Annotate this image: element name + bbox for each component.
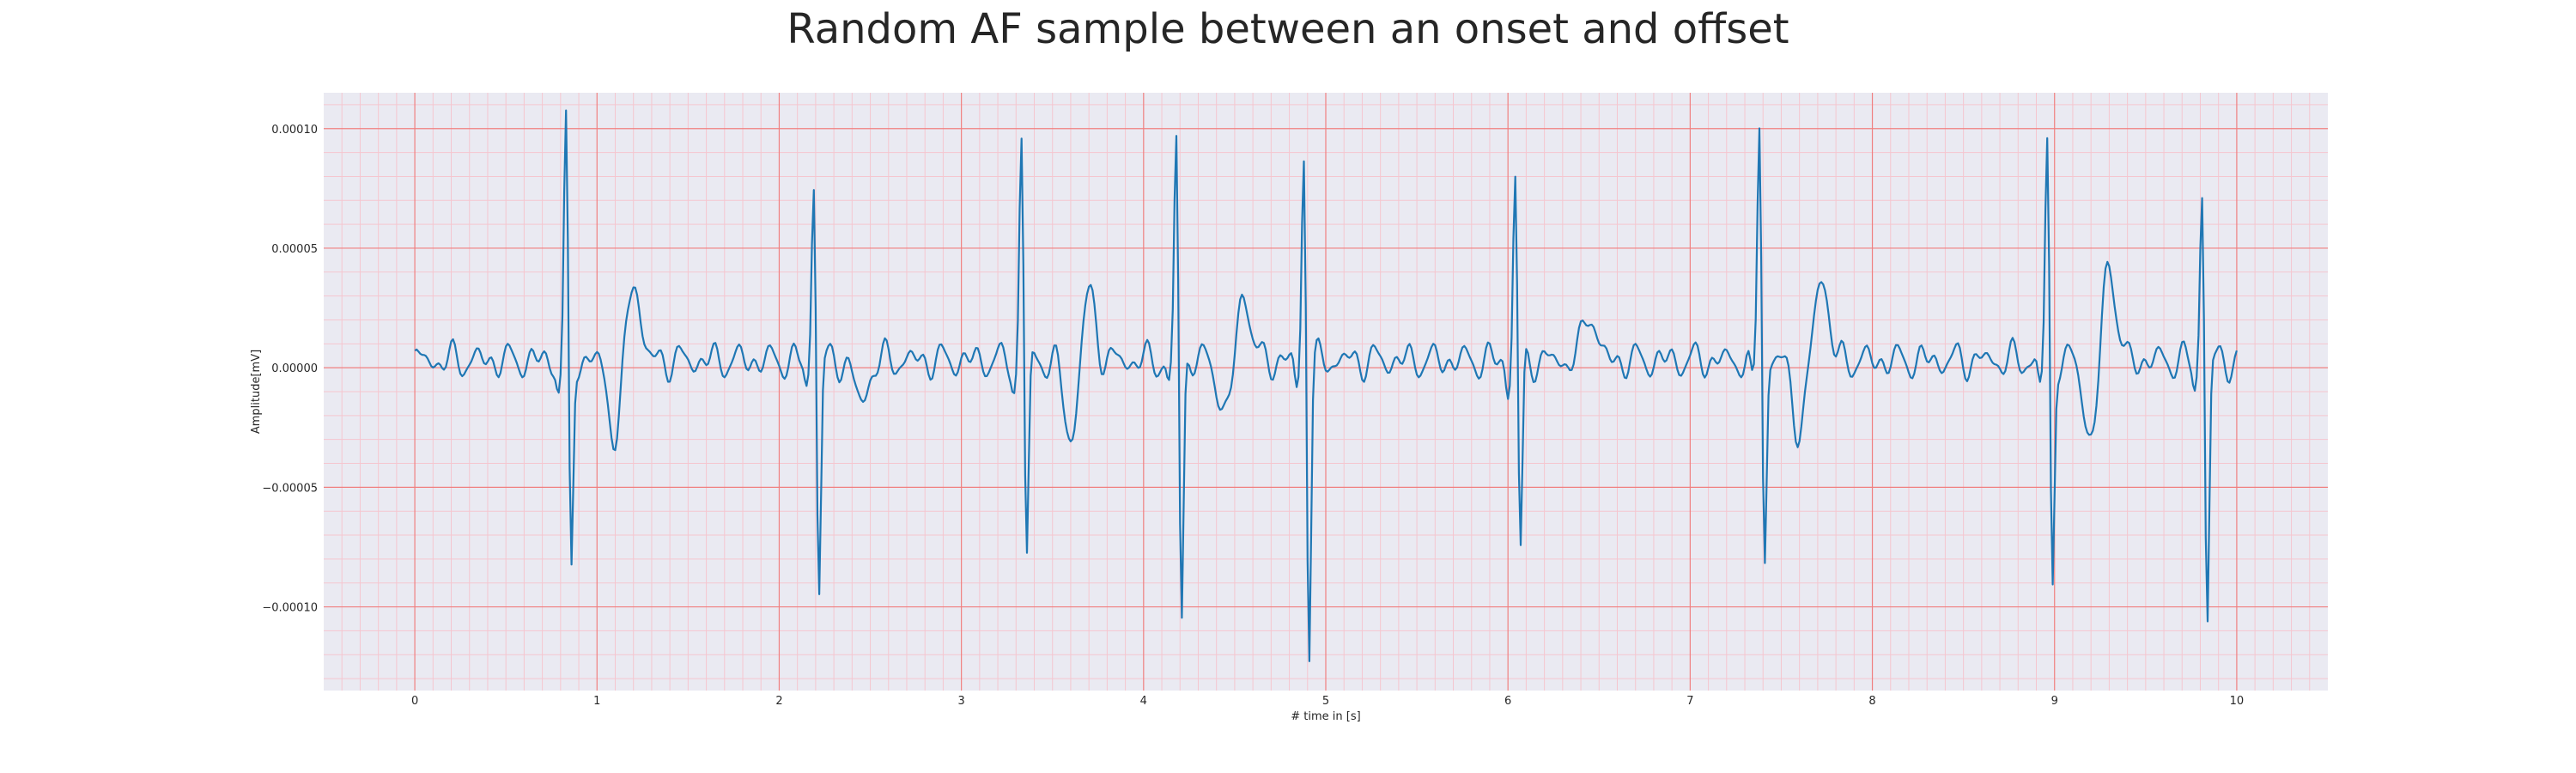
x-tick-label: 1 (593, 695, 600, 708)
x-tick-label: 4 (1140, 695, 1147, 708)
x-tick-label: 9 (2051, 695, 2058, 708)
y-tick-label: 0.00010 (271, 124, 318, 137)
y-tick-label: −0.00010 (262, 602, 318, 615)
x-tick-label: 3 (957, 695, 964, 708)
ecg-series-line (414, 109, 2238, 662)
y-tick-label: 0.00005 (271, 243, 318, 256)
x-tick-label: 2 (775, 695, 782, 708)
x-tick-label: 10 (2230, 695, 2245, 708)
y-tick-labels: 0.00010 0.00005 0.00000 −0.00005 −0.00010 (262, 124, 318, 615)
x-axis-label: # time in [s] (1291, 710, 1360, 723)
x-tick-label: 0 (411, 695, 418, 708)
y-axis-label: Amplitude[mV] (250, 350, 263, 434)
x-tick-label: 5 (1322, 695, 1329, 708)
x-tick-label: 8 (1868, 695, 1875, 708)
y-tick-label: −0.00005 (262, 482, 318, 495)
x-tick-label: 6 (1504, 695, 1511, 708)
chart-title: Random AF sample between an onset and of… (787, 5, 1789, 53)
y-tick-label: 0.00000 (271, 362, 318, 375)
x-tick-label: 7 (1686, 695, 1693, 708)
x-tick-labels: 0 1 2 3 4 5 6 7 8 9 10 (411, 695, 2244, 708)
